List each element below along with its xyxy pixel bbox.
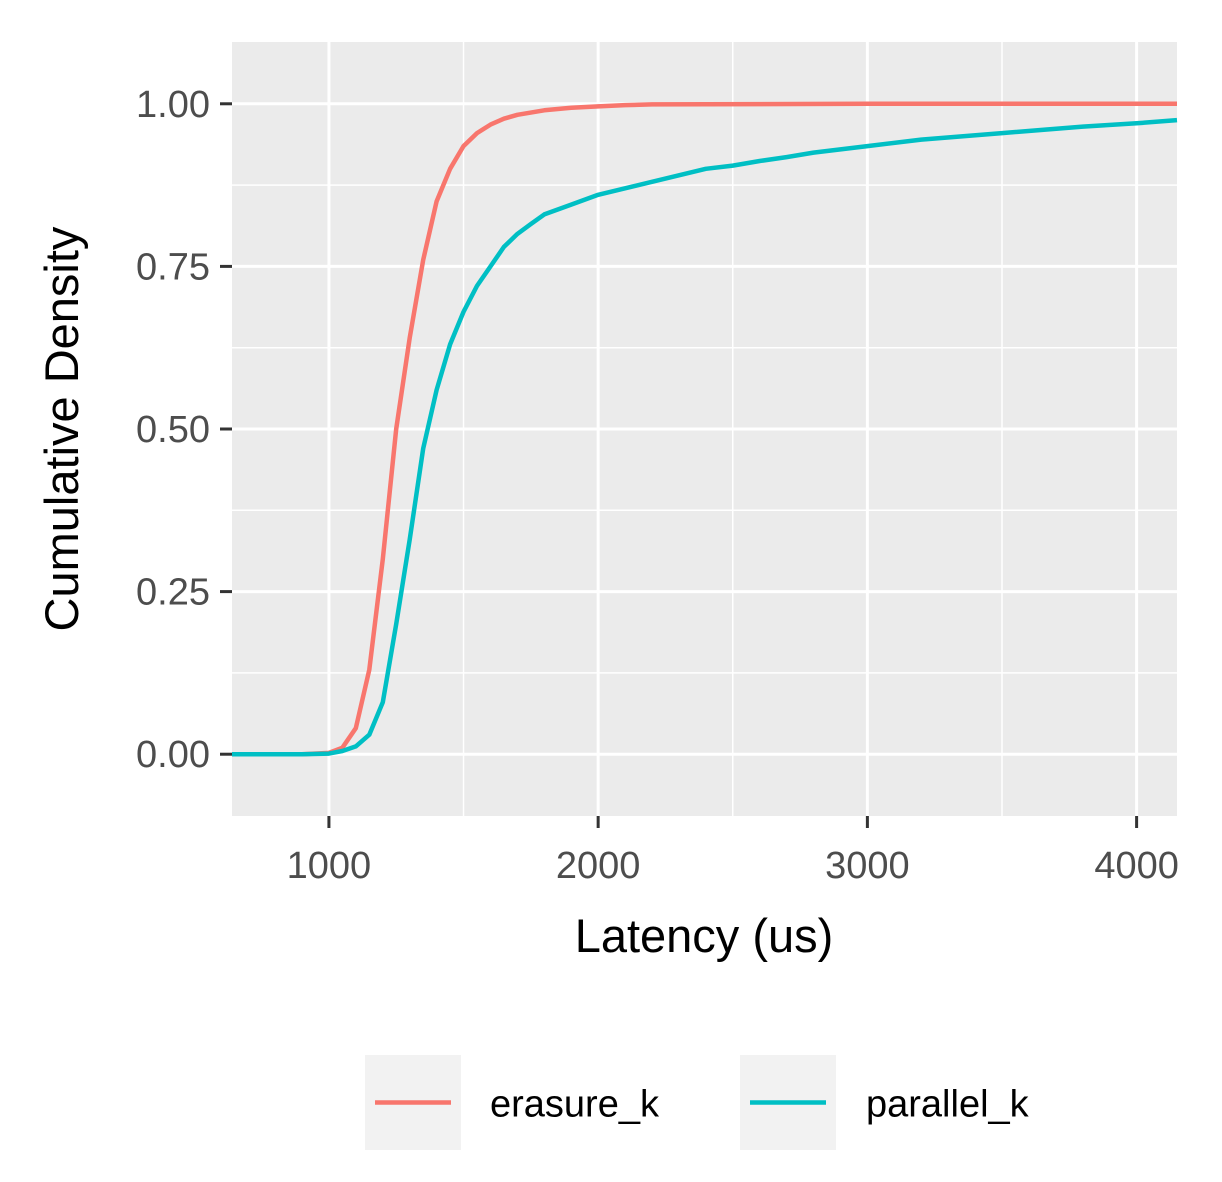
x-tick-label: 3000	[825, 845, 910, 887]
y-tick-label: 0.75	[136, 246, 210, 288]
y-tick-label: 0.00	[136, 734, 210, 776]
x-tick-label: 1000	[287, 845, 372, 887]
x-tick-label: 4000	[1094, 845, 1179, 887]
y-tick-label: 0.50	[136, 409, 210, 451]
x-axis-title: Latency (us)	[575, 909, 834, 962]
major-gridlines	[232, 42, 1177, 816]
series-line-parallel-k	[232, 117, 1178, 757]
x-tick-label: 2000	[556, 845, 641, 887]
y-tick-label: 1.00	[136, 84, 210, 126]
x-axis: 1000 2000 3000 4000	[287, 816, 1179, 887]
series-line-erasure-k	[232, 101, 1177, 757]
legend: erasure_k parallel_k	[365, 1055, 1030, 1150]
legend-label-erasure-k: erasure_k	[490, 1084, 660, 1126]
y-axis: 0.00 0.25 0.50 0.75 1.00	[136, 84, 232, 776]
y-axis-title: Cumulative Density	[35, 226, 88, 631]
y-tick-label: 0.25	[136, 572, 210, 614]
series-lines	[232, 101, 1178, 757]
legend-label-parallel-k: parallel_k	[866, 1084, 1030, 1126]
